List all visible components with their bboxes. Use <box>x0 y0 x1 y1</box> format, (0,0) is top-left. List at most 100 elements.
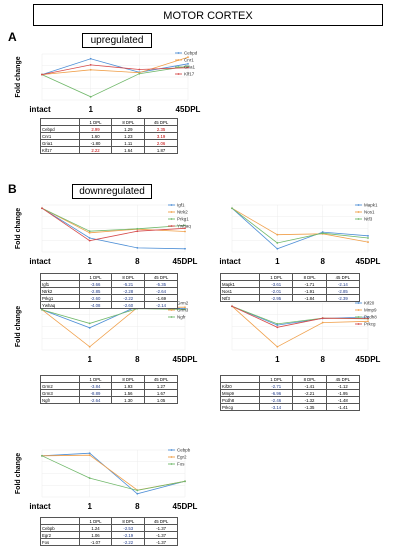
fold-change-cell: -5.35 <box>144 280 178 288</box>
table-row: Kif20 -2.71 -1.41 -1.12 <box>219 382 361 390</box>
legend-marker <box>170 225 173 227</box>
series-line-kif20 <box>231 305 369 326</box>
legend-marker <box>357 323 360 325</box>
fold-change-cell: -1.35 <box>292 403 327 411</box>
gene-name-cell: Pcdh8 <box>219 396 261 404</box>
fold-change-cell: -2.19 <box>111 531 146 539</box>
fold-change-cell: -2.21 <box>292 389 327 397</box>
chart-b1: Fold change intact 1 8 45DPL Igf1 Ntrk2 Prkg1 Yw… <box>15 203 198 266</box>
fold-change-cell: -2.60 <box>111 301 146 309</box>
gene-name-cell: Klf17 <box>40 146 80 154</box>
legend-entry: Mapk1 <box>364 203 378 208</box>
table-corner <box>219 375 261 383</box>
table-header: 1 DPL <box>78 118 113 126</box>
x-tick-label: 1 <box>87 355 92 364</box>
table-row: Igf1 -3.66 -5.21 -5.35 <box>40 280 178 288</box>
data-point-fos <box>136 489 139 492</box>
series-line-ntf3 <box>231 207 369 244</box>
table-row: Fos -1.07 -2.22 -1.37 <box>40 538 178 546</box>
table-corner <box>40 118 80 126</box>
gene-name-cell: Ntrk2 <box>40 287 80 295</box>
data-point-ntf3 <box>231 207 233 210</box>
fold-change-cell: -1.48 <box>325 396 361 404</box>
fold-change-cell: -2.14 <box>325 280 361 288</box>
legend-entry: Mmp9 <box>364 308 377 313</box>
panel-title-downregulated: downregulated <box>72 184 152 199</box>
data-point-mapk1 <box>367 234 369 237</box>
fold-change-cell: -1.80 <box>78 139 113 147</box>
x-tick-label: 1 <box>88 105 93 114</box>
data-point-fos <box>41 454 43 457</box>
fold-change-cell: -1.71 <box>292 280 327 288</box>
fold-change-cell: -2.39 <box>325 294 361 302</box>
y-axis-label: Fold change <box>15 208 22 249</box>
data-point-cebpd <box>89 57 92 60</box>
data-point-mmp9 <box>276 345 279 348</box>
table-header: 45 DPL <box>144 517 178 525</box>
legend-marker <box>357 309 360 311</box>
fold-change-cell: -2.95 <box>259 294 294 302</box>
gene-name-cell: Ywhaq <box>40 301 80 309</box>
chart-b2: intact 1 8 45DPL Mapk1 Nos1 Ntf3 <box>219 203 380 266</box>
table-header: 1 DPL <box>259 375 294 383</box>
table-corner <box>40 273 80 281</box>
data-point-klf17 <box>187 66 189 69</box>
fold-change-cell: -1.37 <box>144 524 178 532</box>
data-point-igf1 <box>184 247 186 250</box>
gene-name-cell: Ntf3 <box>219 294 261 302</box>
table-header: 45 DPL <box>144 118 178 126</box>
table-row: Cnr1 1.60 1.23 3.19 <box>40 132 178 140</box>
legend-entry: Ywhaq <box>177 224 191 229</box>
table-row: Mmp9 -6.96 -2.21 -1.95 <box>219 389 361 397</box>
fold-change-cell: -2.28 <box>111 287 146 295</box>
data-point-grm3 <box>88 345 91 348</box>
fold-change-cell: -2.14 <box>144 301 178 309</box>
legend-entry: Ntrk2 <box>177 210 188 215</box>
table-header: 8 DPL <box>111 375 146 383</box>
fold-change-cell: 1.93 <box>111 382 146 390</box>
fold-change-cell: 1.06 <box>78 531 113 539</box>
fold-change-cell: -1.12 <box>325 382 361 390</box>
table-header: 45 DPL <box>144 273 178 281</box>
table-header: 8 DPL <box>111 517 146 525</box>
legend-entry: Gria1 <box>184 65 196 70</box>
y-axis-label: Fold change <box>15 56 22 97</box>
series-line-mapk1 <box>231 207 369 250</box>
fold-change-cell: 2.06 <box>144 139 178 147</box>
x-tick-label: 45DPL <box>173 502 198 511</box>
fold-change-cell: -4.08 <box>78 301 113 309</box>
fold-change-cell: 1.56 <box>111 389 146 397</box>
legend-marker <box>177 66 180 68</box>
y-axis-label: Fold change <box>15 453 22 494</box>
fold-change-cell: -1.69 <box>144 294 178 302</box>
data-point-cnr1 <box>89 68 92 71</box>
data-point-cebpd <box>187 62 189 65</box>
fold-change-cell: -1.41 <box>292 382 327 390</box>
fold-change-cell: 2.22 <box>78 146 113 154</box>
data-point-nos1 <box>276 233 279 236</box>
series-line-cnr1 <box>41 56 189 75</box>
table-header: 1 DPL <box>78 375 113 383</box>
data-point-ywhaq <box>88 239 91 242</box>
legend-entry: Cebpd <box>184 51 198 56</box>
series-line-cebpb <box>41 452 186 495</box>
data-point-prkcg <box>367 317 369 320</box>
data-point-egr2 <box>88 454 91 457</box>
series-line-cebpd <box>41 58 189 75</box>
gene-name-cell: Mapk1 <box>219 280 261 288</box>
series-line-igf1 <box>41 207 186 250</box>
fold-change-table-a1: 1 DPL 8 DPL 45 DPL Cebpd 2.99 1.29 2.35 Cnr1 1.6… <box>40 118 178 154</box>
fold-change-cell: -3.61 <box>259 280 294 288</box>
gene-name-cell: Igf1 <box>40 280 80 288</box>
fold-change-cell: -2.22 <box>111 538 146 546</box>
chart-b4: 1 8 45DPL Kif20 Mmp9 Pcdh8 Prkcg <box>231 301 381 364</box>
fold-change-table-b3: 1 DPL 8 DPL 45 DPL Grm2 -3.84 1.93 1.27 Grm3 -8.… <box>40 375 178 404</box>
legend-entry: Ngfr <box>177 315 186 320</box>
fold-change-cell: -6.96 <box>259 389 294 397</box>
gene-name-cell: Nos1 <box>219 287 261 295</box>
fold-change-table-b1: 1 DPL 8 DPL 45 DPL Igf1 -3.66 -5.21 -5.35 Ntrk2… <box>40 273 178 309</box>
table-corner <box>40 375 80 383</box>
data-point-prkcg <box>231 305 233 308</box>
series-line-ywhaq <box>41 207 186 242</box>
legend-marker <box>357 204 360 206</box>
